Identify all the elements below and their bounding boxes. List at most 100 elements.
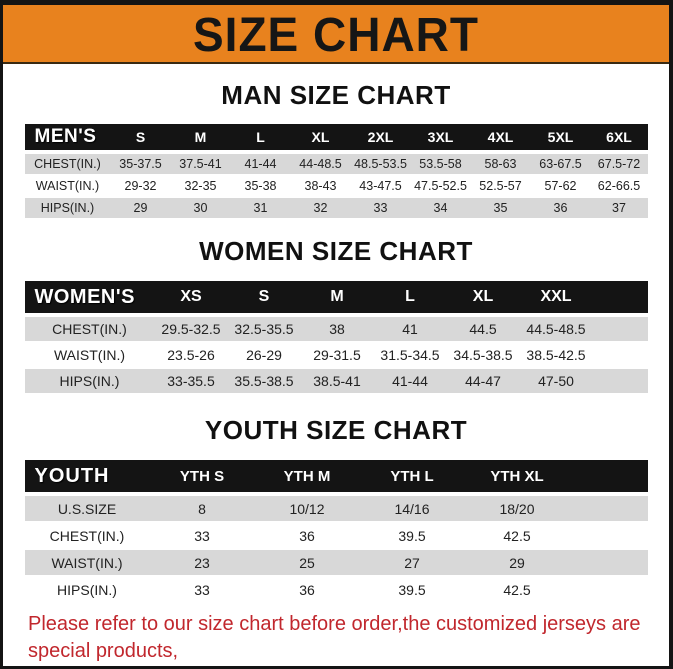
row-label: U.S.SIZE [24,494,150,521]
size-value-cell: 32-35 [170,174,231,196]
youth-size-table: YOUTH YTH S YTH M YTH L YTH XL U.S.SIZE 8 10/12… [24,460,648,602]
spacer-cell [569,548,648,575]
table-row: WAIST(IN.) 23.5-26 26-29 29-31.5 31.5-34.5 34… [24,341,648,367]
column-header: 4XL [470,124,531,152]
column-header: XL [290,124,351,152]
women-section: WOMEN SIZE CHART WOMEN'S XS S M L XL XXL CHEST(… [3,236,669,393]
size-value-cell: 38.5-42.5 [519,341,593,367]
size-value-cell: 52.5-57 [470,174,531,196]
table-row: HIPS(IN.) 29 30 31 32 33 34 35 36 37 [24,196,648,218]
size-value-cell: 32.5-35.5 [227,315,301,341]
size-value-cell: 32 [290,196,351,218]
table-row: WAIST(IN.) 29-32 32-35 35-38 38-43 43-47.5 47.… [24,174,648,196]
size-value-cell: 43-47.5 [350,174,411,196]
column-header: XXL [519,281,593,315]
table-row: CHEST(IN.) 33 36 39.5 42.5 [24,521,648,548]
table-row: CHEST(IN.) 29.5-32.5 32.5-35.5 38 41 44.5 44.5… [24,315,648,341]
top-black-bar [3,0,669,5]
column-header: 3XL [410,124,471,152]
size-value-cell: 25 [254,548,360,575]
row-label: CHEST(IN.) [24,315,155,341]
page-title: SIZE CHART [193,6,479,61]
size-value-cell: 47-50 [519,367,593,393]
women-size-table: WOMEN'S XS S M L XL XXL CHEST(IN.) 29.5-32.5 32.5… [24,281,648,393]
size-value-cell: 33 [149,575,255,602]
size-value-cell: 38-43 [290,174,351,196]
size-value-cell: 41-44 [373,367,447,393]
size-value-cell: 30 [170,196,231,218]
table-header-label: MEN'S [24,124,111,152]
size-value-cell: 41 [373,315,447,341]
row-label: WAIST(IN.) [24,548,150,575]
size-value-cell: 23.5-26 [154,341,228,367]
men-section-title: MAN SIZE CHART [221,80,451,110]
column-header: YTH M [254,460,360,494]
size-value-cell: 8 [149,494,255,521]
table-header-row: WOMEN'S XS S M L XL XXL [24,281,648,315]
size-value-cell: 36 [254,575,360,602]
column-header: L [373,281,447,315]
column-header: 5XL [530,124,591,152]
size-value-cell: 29.5-32.5 [154,315,228,341]
size-value-cell: 36 [254,521,360,548]
spacer-cell [592,367,648,393]
size-value-cell: 44-48.5 [290,152,351,174]
youth-section: YOUTH SIZE CHART YOUTH YTH S YTH M YTH L YTH… [3,415,669,602]
size-value-cell: 27 [359,548,465,575]
size-value-cell: 39.5 [359,575,465,602]
column-header: XS [154,281,228,315]
table-header-row: MEN'S S M L XL 2XL 3XL 4XL 5XL 6XL [24,124,648,152]
size-value-cell: 39.5 [359,521,465,548]
size-value-cell: 38.5-41 [300,367,374,393]
column-header: S [110,124,171,152]
size-value-cell: 53.5-58 [410,152,471,174]
men-size-table: MEN'S S M L XL 2XL 3XL 4XL 5XL 6XL CHEST(IN.) 35-37… [24,124,648,218]
row-label: HIPS(IN.) [24,367,155,393]
size-value-cell: 44.5-48.5 [519,315,593,341]
column-header: XL [446,281,520,315]
size-value-cell: 34 [410,196,471,218]
row-label: HIPS(IN.) [24,196,111,218]
table-header-label: YOUTH [24,460,150,494]
column-header: L [230,124,291,152]
size-value-cell: 35 [470,196,531,218]
size-value-cell: 37.5-41 [170,152,231,174]
size-value-cell: 42.5 [464,521,570,548]
size-value-cell: 35.5-38.5 [227,367,301,393]
size-value-cell: 26-29 [227,341,301,367]
size-value-cell: 58-63 [470,152,531,174]
row-label: WAIST(IN.) [24,174,111,196]
size-value-cell: 35-37.5 [110,152,171,174]
column-header: YTH XL [464,460,570,494]
table-header-label: WOMEN'S [24,281,155,315]
column-header: 2XL [350,124,411,152]
table-row: WAIST(IN.) 23 25 27 29 [24,548,648,575]
size-value-cell: 14/16 [359,494,465,521]
spacer-cell [592,281,648,315]
footer-line-2: we don't accept cancel, change, teturn o… [28,665,669,666]
column-header: M [170,124,231,152]
size-value-cell: 31.5-34.5 [373,341,447,367]
spacer-cell [592,315,648,341]
size-value-cell: 29 [464,548,570,575]
size-value-cell: 23 [149,548,255,575]
size-value-cell: 62-66.5 [590,174,648,196]
size-value-cell: 35-38 [230,174,291,196]
row-label: HIPS(IN.) [24,575,150,602]
table-header-row: YOUTH YTH S YTH M YTH L YTH XL [24,460,648,494]
banner: SIZE CHART [3,5,669,64]
youth-section-title: YOUTH SIZE CHART [204,415,468,445]
column-header: 6XL [590,124,648,152]
size-value-cell: 38 [300,315,374,341]
size-value-cell: 33 [149,521,255,548]
table-row: HIPS(IN.) 33-35.5 35.5-38.5 38.5-41 41-44 44-… [24,367,648,393]
row-label: CHEST(IN.) [24,521,150,548]
spacer-cell [569,460,648,494]
size-value-cell: 33 [350,196,411,218]
size-value-cell: 36 [530,196,591,218]
size-value-cell: 33-35.5 [154,367,228,393]
size-value-cell: 31 [230,196,291,218]
table-row: U.S.SIZE 8 10/12 14/16 18/20 [24,494,648,521]
size-value-cell: 47.5-52.5 [410,174,471,196]
